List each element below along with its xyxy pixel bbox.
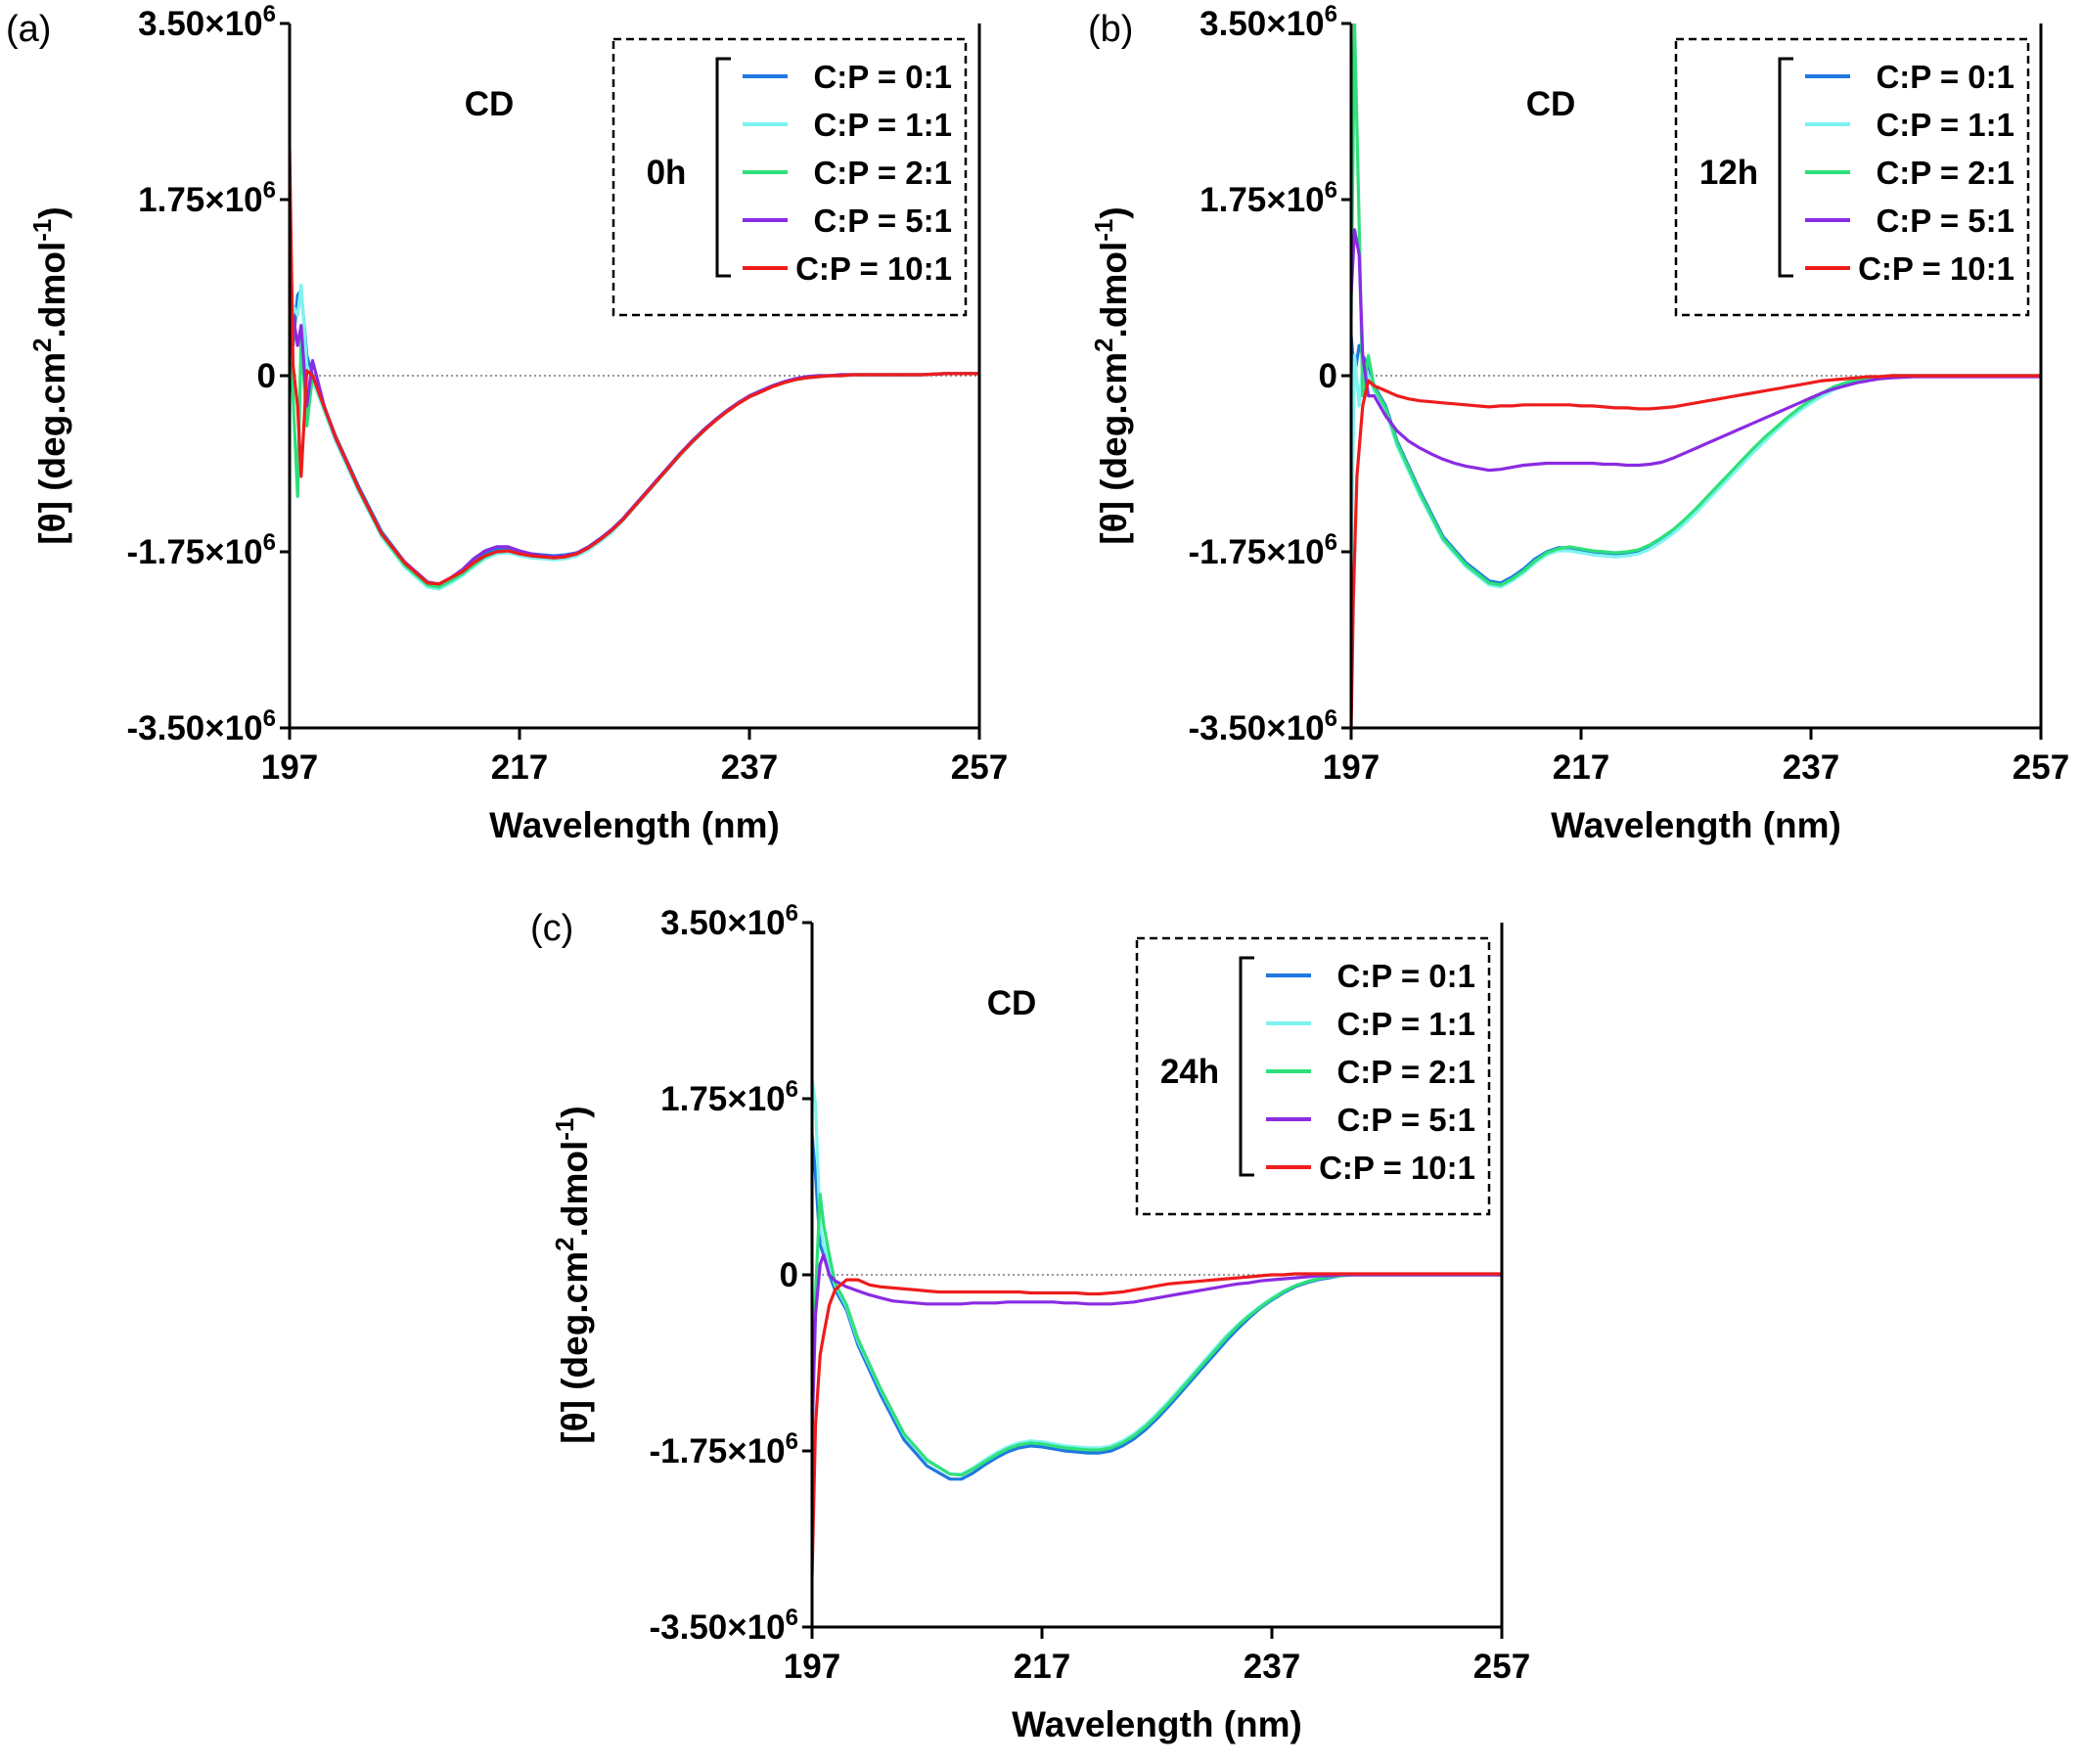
series-line-1 [1351, 335, 2041, 585]
cd-annotation: CD [1526, 85, 1576, 123]
legend: 0h C:P = 0:1 C:P = 1:1 C:P = 2:1 C:P = 5:1 C:… [611, 37, 968, 317]
legend-box [611, 37, 968, 317]
x-tick-label: 197 [261, 748, 318, 787]
y-tick-label: -3.50×106 [1188, 705, 1337, 747]
y-axis-title: [θ] (deg.cm2.dmol-1) [27, 206, 72, 544]
series-group [812, 1078, 1502, 1577]
y-tick-label: 1.75×106 [660, 1076, 798, 1118]
legend-label-5: C:P = 10:1 [1858, 250, 2014, 287]
y-tick-label: 3.50×106 [138, 1, 276, 43]
legend-label-3: C:P = 2:1 [1336, 1054, 1475, 1090]
x-tick-label: 237 [1783, 748, 1839, 787]
legend-label-4: C:P = 5:1 [1336, 1102, 1475, 1138]
x-axis-title: Wavelength (nm) [1551, 805, 1841, 845]
x-tick-label: 217 [1553, 748, 1609, 787]
legend-label-2: C:P = 1:1 [813, 107, 952, 143]
y-tick-label: -1.75×106 [126, 529, 276, 571]
legend-time-label: 0h [647, 154, 687, 192]
y-axis-title: [θ] (deg.cm2.dmol-1) [550, 1106, 595, 1443]
series-line-4 [1351, 228, 2041, 473]
panel-label: (a) [6, 9, 51, 50]
legend-label-1: C:P = 0:1 [1336, 958, 1475, 994]
y-tick-label: 1.75×106 [1199, 177, 1337, 219]
y-tick-label: 0 [257, 357, 276, 395]
legend: 24h C:P = 0:1 C:P = 1:1 C:P = 2:1 C:P = 5:1 C… [1135, 936, 1491, 1216]
series-group [1351, 23, 2041, 728]
legend-bracket [1778, 57, 1793, 278]
series-line-5 [1351, 374, 2041, 728]
y-tick-label: -1.75×106 [649, 1428, 798, 1470]
legend-label-2: C:P = 1:1 [1336, 1006, 1475, 1042]
x-axis-title: Wavelength (nm) [1012, 1704, 1302, 1744]
x-tick-label: 217 [491, 748, 548, 787]
legend-label-3: C:P = 2:1 [813, 155, 952, 191]
x-tick-label: 257 [951, 748, 1008, 787]
legend-label-5: C:P = 10:1 [795, 250, 952, 287]
x-tick-label: 257 [2013, 748, 2069, 787]
legend-label-3: C:P = 2:1 [1876, 155, 2014, 191]
legend-label-1: C:P = 0:1 [1876, 59, 2014, 95]
series-line-2 [290, 283, 979, 591]
series-line-5 [812, 1272, 1502, 1577]
y-tick-label: -3.50×106 [649, 1605, 798, 1647]
y-tick-label: -1.75×106 [1188, 529, 1337, 571]
y-tick-label: 0 [1319, 357, 1337, 395]
series-line-4 [290, 313, 979, 586]
series-group [290, 149, 979, 591]
x-tick-label: 217 [1014, 1648, 1070, 1686]
y-tick-label: 0 [780, 1256, 798, 1294]
chart-panel-1: (a) 3.50×106 1.75×106 0 -1.75×106 -3.50×10619… [6, 1, 1008, 845]
x-tick-label: 197 [1323, 748, 1380, 787]
y-tick-label: -3.50×106 [126, 705, 276, 747]
legend-time-label: 12h [1699, 154, 1758, 192]
y-tick-label: 1.75×106 [138, 177, 276, 219]
cd-annotation: CD [987, 984, 1037, 1022]
legend-label-2: C:P = 1:1 [1876, 107, 2014, 143]
legend-time-label: 24h [1160, 1053, 1219, 1091]
x-tick-label: 237 [721, 748, 778, 787]
series-line-5 [290, 149, 979, 586]
x-tick-label: 237 [1244, 1648, 1300, 1686]
legend-box [1674, 37, 2030, 317]
x-axis-title: Wavelength (nm) [489, 805, 780, 845]
cd-annotation: CD [465, 85, 515, 123]
legend-bracket [1239, 956, 1254, 1177]
legend-label-5: C:P = 10:1 [1319, 1150, 1475, 1186]
legend-label-4: C:P = 5:1 [1876, 203, 2014, 239]
y-axis-title: [θ] (deg.cm2.dmol-1) [1089, 206, 1134, 544]
legend-label-4: C:P = 5:1 [813, 203, 952, 239]
legend-bracket [715, 57, 731, 278]
legend: 12h C:P = 0:1 C:P = 1:1 C:P = 2:1 C:P = 5:1 C… [1674, 37, 2030, 317]
panel-label: (b) [1088, 9, 1133, 50]
legend-box [1135, 936, 1491, 1216]
y-tick-label: 3.50×106 [1199, 1, 1337, 43]
y-tick-label: 3.50×106 [660, 900, 798, 942]
x-tick-label: 197 [784, 1648, 840, 1686]
panel-label: (c) [530, 908, 573, 949]
series-line-4 [812, 1252, 1502, 1436]
legend-label-1: C:P = 0:1 [813, 59, 952, 95]
series-line-3 [812, 1193, 1502, 1477]
chart-panel-3: (c) 3.50×106 1.75×106 0 -1.75×106 -3.50×10619… [530, 900, 1530, 1744]
x-tick-label: 257 [1473, 1648, 1530, 1686]
chart-panel-2: (b) 3.50×106 1.75×106 0 -1.75×106 -3.50×10619… [1088, 1, 2069, 845]
